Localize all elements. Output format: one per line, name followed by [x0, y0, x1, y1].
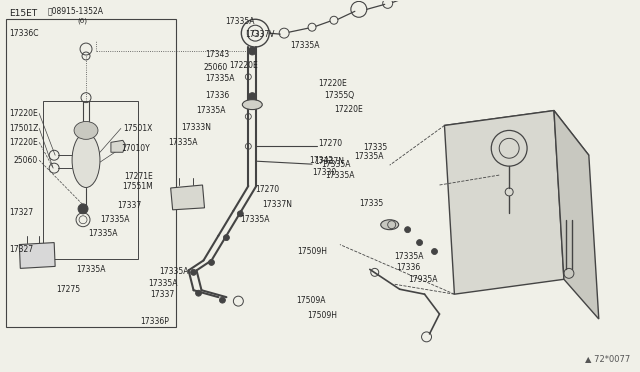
Text: 17501X: 17501X	[123, 124, 152, 133]
Polygon shape	[444, 110, 589, 175]
Text: 17337V: 17337V	[246, 30, 275, 39]
Text: 17337N: 17337N	[314, 157, 344, 166]
Circle shape	[248, 47, 256, 55]
Circle shape	[417, 240, 422, 246]
Text: 17327: 17327	[10, 245, 33, 254]
Text: 17501Z: 17501Z	[10, 124, 39, 133]
Text: 17335A: 17335A	[354, 152, 383, 161]
Text: 17220E: 17220E	[318, 79, 347, 88]
Text: 17337: 17337	[150, 291, 174, 299]
Text: 17275: 17275	[56, 285, 80, 294]
Text: 17343: 17343	[205, 51, 230, 60]
Ellipse shape	[243, 100, 262, 110]
Text: 17335A: 17335A	[148, 279, 177, 288]
Text: E15ET: E15ET	[10, 9, 38, 18]
Text: 17551M: 17551M	[122, 182, 152, 191]
Text: 17270: 17270	[318, 139, 342, 148]
Ellipse shape	[74, 122, 98, 140]
Ellipse shape	[381, 220, 399, 230]
Text: 17335: 17335	[364, 144, 388, 153]
Polygon shape	[554, 110, 599, 319]
Text: 17335A: 17335A	[290, 41, 319, 50]
Text: 17220E: 17220E	[334, 105, 363, 114]
Text: 17335A: 17335A	[321, 160, 351, 169]
Bar	[6, 19, 175, 327]
Text: 17335A: 17335A	[205, 74, 235, 83]
Text: 17335A: 17335A	[241, 215, 270, 224]
Text: 17335A: 17335A	[159, 267, 189, 276]
Text: 17336P: 17336P	[140, 317, 169, 326]
Text: 17271E: 17271E	[124, 171, 153, 180]
Text: 17335A: 17335A	[89, 230, 118, 238]
Text: 17220E: 17220E	[10, 138, 38, 147]
Text: 17509H: 17509H	[298, 247, 328, 256]
Circle shape	[431, 248, 438, 254]
Text: 17337N: 17337N	[262, 200, 292, 209]
Circle shape	[248, 93, 256, 101]
Text: 17336: 17336	[396, 263, 420, 272]
Text: 17336: 17336	[205, 91, 230, 100]
Circle shape	[237, 211, 243, 217]
Text: 17509H: 17509H	[307, 311, 337, 320]
Text: ▲ 72*0077: ▲ 72*0077	[586, 354, 630, 363]
Text: 17335: 17335	[360, 199, 384, 208]
Circle shape	[78, 204, 88, 214]
Circle shape	[223, 235, 229, 241]
Circle shape	[191, 269, 196, 275]
Polygon shape	[444, 110, 564, 294]
Text: 17220E: 17220E	[229, 61, 258, 70]
Text: 17935A: 17935A	[408, 275, 437, 283]
Text: 17270: 17270	[255, 185, 279, 194]
Circle shape	[209, 259, 214, 265]
Text: 17333N: 17333N	[181, 123, 211, 132]
Text: 25060: 25060	[204, 63, 228, 72]
Text: 17335A: 17335A	[76, 265, 106, 274]
Text: 17337: 17337	[117, 201, 141, 210]
Polygon shape	[111, 140, 126, 152]
Text: 17509A: 17509A	[296, 296, 326, 305]
Text: 17335A: 17335A	[394, 251, 424, 261]
Circle shape	[196, 290, 202, 296]
Text: 17327: 17327	[10, 208, 34, 217]
Polygon shape	[19, 243, 55, 268]
Text: 17010Y: 17010Y	[121, 144, 150, 153]
Text: (6): (6)	[77, 18, 87, 25]
Text: 25060: 25060	[13, 156, 38, 165]
Polygon shape	[171, 185, 205, 210]
Text: 17220E: 17220E	[10, 109, 38, 118]
Text: 17342: 17342	[309, 156, 333, 166]
Text: 17330: 17330	[312, 168, 337, 177]
Bar	[44, 101, 138, 259]
Ellipse shape	[72, 133, 100, 187]
Circle shape	[404, 227, 411, 232]
Text: 17336C: 17336C	[10, 29, 39, 38]
Text: 17335A: 17335A	[325, 171, 355, 180]
Text: 17335A: 17335A	[168, 138, 198, 147]
Text: Ⓦ08915-1352A: Ⓦ08915-1352A	[47, 7, 103, 16]
Text: 17335A: 17335A	[226, 17, 255, 26]
Text: 17335A: 17335A	[196, 106, 225, 115]
Text: 17355Q: 17355Q	[324, 91, 355, 100]
Circle shape	[220, 297, 225, 303]
Text: 17335A: 17335A	[100, 215, 130, 224]
